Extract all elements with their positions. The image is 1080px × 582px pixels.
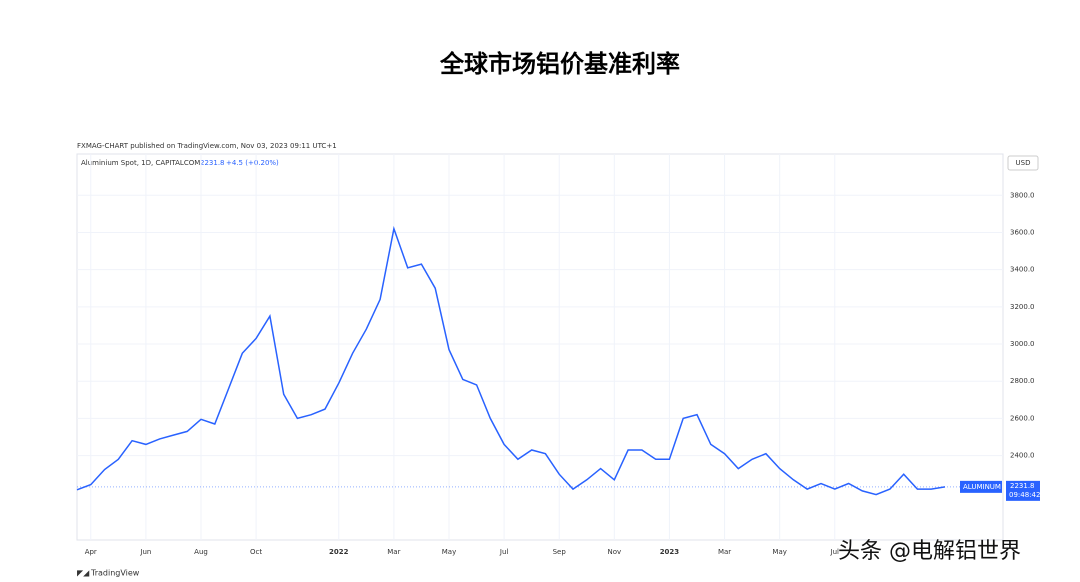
watermark: 头条 @电解铝世界 (838, 539, 1021, 564)
y-tick-label: 3400.0 (1010, 266, 1035, 274)
x-tick-label: 2022 (329, 548, 349, 556)
x-tick-label: Oct (250, 548, 262, 556)
x-tick-label: Jul (830, 548, 840, 556)
legend-change: +4.5 (+0.20%) (226, 159, 279, 167)
y-tick-label: 2600.0 (1010, 414, 1035, 422)
price-value: 2231.8 (1010, 482, 1035, 490)
symbol: Aluminium Spot, 1D, CAPITALCOM (81, 159, 200, 167)
y-tick-label: 3200.0 (1010, 303, 1035, 311)
published-note: FXMAG-CHART published on TradingView.com… (77, 142, 337, 150)
x-tick-label: Apr (85, 548, 97, 556)
y-tick-label: 3600.0 (1010, 228, 1035, 236)
x-tick-label: Jun (139, 548, 151, 556)
y-tick-label: 2800.0 (1010, 377, 1035, 385)
x-tick-label: Mar (718, 548, 731, 556)
y-tick-label: 3800.0 (1010, 191, 1035, 199)
chart-title: 全球市场铝价基准利率 (439, 50, 680, 78)
x-tick-label: Aug (194, 548, 208, 556)
footer-logo: ◤◢ (77, 569, 90, 578)
currency-box (1007, 155, 1039, 171)
y-tick-label: 2400.0 (1010, 452, 1035, 460)
x-tick-label: Nov (607, 548, 621, 556)
countdown: 09:48:42 (1009, 491, 1040, 499)
price-tag-box (960, 480, 1002, 493)
x-tick-label: May (772, 548, 786, 556)
price-line (76, 225, 946, 496)
plot-frame (76, 153, 1004, 541)
x-tick-label: 2023 (660, 548, 680, 556)
legend-price: 2231.8 (200, 159, 225, 167)
currency: USD (1016, 159, 1031, 167)
y-tick-label: 3000.0 (1010, 340, 1035, 348)
x-tick-label: May (442, 548, 456, 556)
price-box (1006, 480, 1040, 501)
price-tag-name: ALUMINUM (963, 483, 1001, 491)
x-tick-label: Mar (387, 548, 400, 556)
footer: TradingView (90, 569, 140, 578)
x-tick-label: Jul (499, 548, 509, 556)
x-tick-label: Sep (553, 548, 567, 556)
